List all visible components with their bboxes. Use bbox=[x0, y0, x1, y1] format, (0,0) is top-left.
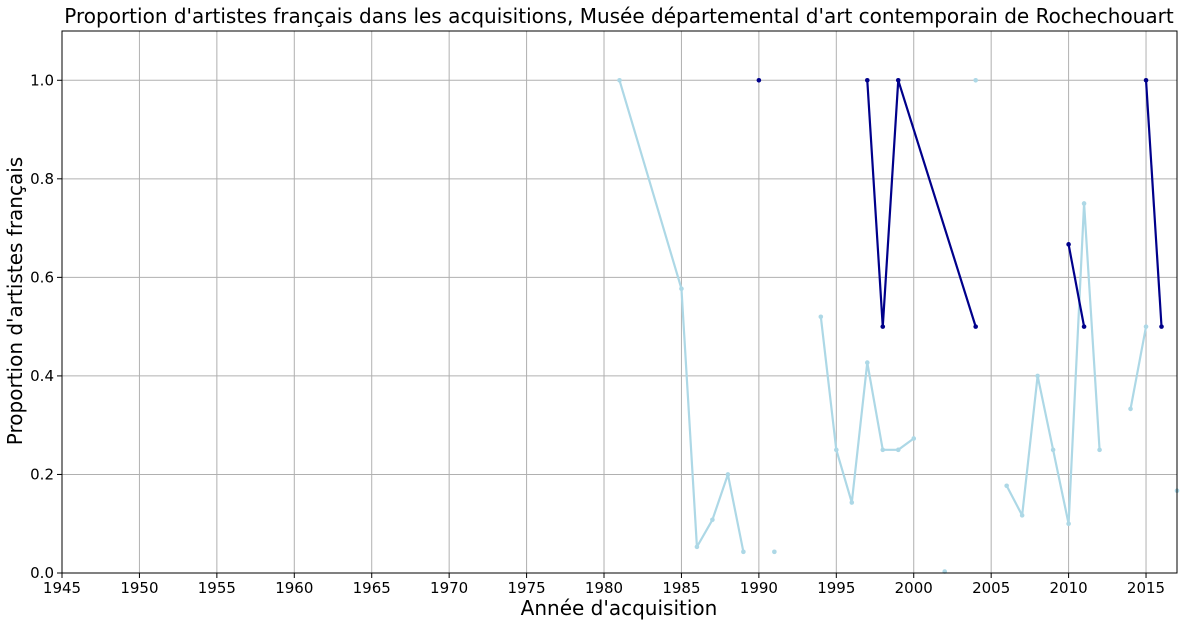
plot-area bbox=[617, 77, 1180, 574]
data-point bbox=[772, 549, 777, 555]
x-tick-label: 1970 bbox=[430, 579, 468, 597]
x-tick-label: 1990 bbox=[740, 579, 778, 597]
x-tick-label: 1950 bbox=[120, 579, 158, 597]
series-line bbox=[618, 79, 745, 553]
x-tick-label: 1945 bbox=[43, 579, 81, 597]
series-2 bbox=[756, 77, 1164, 329]
chart-title: Proportion d'artistes français dans les … bbox=[64, 4, 1174, 28]
x-tick-label: 1975 bbox=[507, 579, 545, 597]
x-tick-label: 1980 bbox=[585, 579, 623, 597]
y-axis-label: Proportion d'artistes français bbox=[3, 157, 27, 445]
y-tick-label: 0.4 bbox=[30, 367, 54, 385]
x-tick-label: 1995 bbox=[817, 579, 855, 597]
series-line bbox=[1129, 326, 1148, 410]
x-tick-label: 2000 bbox=[895, 579, 933, 597]
series-line bbox=[1005, 202, 1101, 525]
y-tick-label: 1.0 bbox=[30, 71, 54, 89]
series-1 bbox=[617, 77, 1180, 574]
y-tick-label: 0.6 bbox=[30, 268, 54, 286]
x-tick-label: 2015 bbox=[1127, 579, 1165, 597]
data-point bbox=[973, 77, 978, 83]
x-tick-label: 1965 bbox=[353, 579, 391, 597]
series-line bbox=[1144, 80, 1163, 327]
y-tick-label: 0.8 bbox=[30, 170, 54, 188]
grid bbox=[61, 31, 1177, 574]
series-line bbox=[1067, 244, 1086, 327]
axes: 1945 1950 1955 1960 1965 1970 1975 1980 1985 1990… bbox=[30, 30, 1178, 597]
x-tick-label: 2010 bbox=[1050, 579, 1088, 597]
y-tick-label: 0.0 bbox=[30, 564, 54, 582]
x-tick-label: 1985 bbox=[662, 579, 700, 597]
x-axis-label: Année d'acquisition bbox=[521, 596, 718, 620]
series-line bbox=[819, 316, 915, 504]
x-tick-label: 2005 bbox=[972, 579, 1010, 597]
plot-frame bbox=[61, 30, 1178, 574]
x-tick-label: 1955 bbox=[198, 579, 236, 597]
y-tick-label: 0.2 bbox=[30, 465, 54, 483]
series-line bbox=[866, 79, 977, 328]
data-point bbox=[756, 77, 762, 83]
x-tick-label: 1960 bbox=[275, 579, 313, 597]
